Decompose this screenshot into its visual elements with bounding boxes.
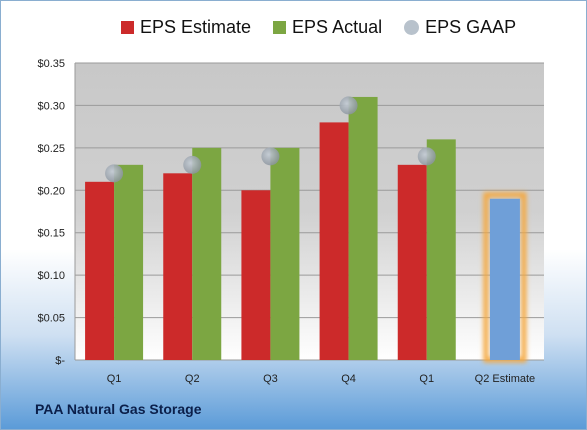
gaap-layer — [105, 96, 436, 183]
y-tick-label: $0.30 — [37, 100, 65, 112]
legend-label-eps-actual: EPS Actual — [292, 17, 383, 37]
legend-swatch-eps-gaap — [404, 20, 420, 35]
point-eps-gaap — [105, 164, 124, 183]
plot-area — [75, 63, 544, 360]
x-tick-label: Q2 — [185, 373, 200, 385]
legend-label-eps-estimate: EPS Estimate — [140, 17, 252, 37]
y-tick-label: $0.25 — [37, 143, 65, 155]
grid-layer — [74, 62, 544, 361]
point-eps-gaap — [261, 147, 280, 166]
y-tick-label: $0.35 — [37, 58, 65, 70]
legend-item-eps-actual: EPS Actual — [273, 17, 382, 38]
y-tick-label: $0.15 — [37, 228, 65, 240]
x-label-layer: Q1 Q2 Q3 Q4 Q1 Q2 Estimate — [107, 373, 535, 385]
y-tick-label: $0.05 — [37, 313, 65, 325]
legend-label-eps-gaap: EPS GAAP — [425, 17, 517, 37]
point-eps-gaap — [339, 96, 358, 115]
bar-eps-estimate — [163, 173, 193, 360]
x-tick-label: Q2 Estimate — [475, 373, 536, 385]
bar-eps-actual — [270, 147, 300, 360]
x-tick-label: Q3 — [263, 373, 278, 385]
legend: EPS Estimate EPS Actual EPS GAAP — [121, 17, 516, 38]
bar-eps-estimate — [319, 122, 349, 361]
y-tick-label: $- — [55, 355, 65, 367]
y-tick-label: $0.10 — [37, 270, 65, 282]
x-tick-label: Q1 — [107, 373, 122, 385]
bar-q2-estimate — [489, 198, 520, 360]
legend-item-eps-gaap: EPS GAAP — [404, 17, 516, 38]
legend-swatch-eps-actual — [273, 21, 287, 34]
footer-title: PAA Natural Gas Storage — [35, 401, 202, 417]
bar-eps-actual — [192, 147, 222, 360]
bar-eps-estimate — [241, 190, 271, 360]
bar-eps-actual — [426, 139, 456, 360]
y-tick-layer: $0.35 $0.30 $0.25 $0.20 $0.15 $0.10 $0.05 $- — [37, 58, 65, 367]
legend-item-eps-estimate: EPS Estimate — [121, 17, 251, 38]
bar-eps-estimate — [397, 164, 427, 360]
bar-layer — [85, 96, 527, 363]
x-tick-label: Q4 — [341, 373, 356, 385]
bar-eps-estimate — [85, 181, 115, 360]
bar-eps-actual — [348, 96, 378, 360]
point-eps-gaap — [417, 147, 436, 166]
legend-swatch-eps-estimate — [121, 21, 134, 34]
bar-eps-actual — [114, 164, 144, 360]
y-tick-label: $0.20 — [37, 185, 65, 197]
x-tick-label: Q1 — [419, 373, 434, 385]
point-eps-gaap — [183, 155, 202, 174]
